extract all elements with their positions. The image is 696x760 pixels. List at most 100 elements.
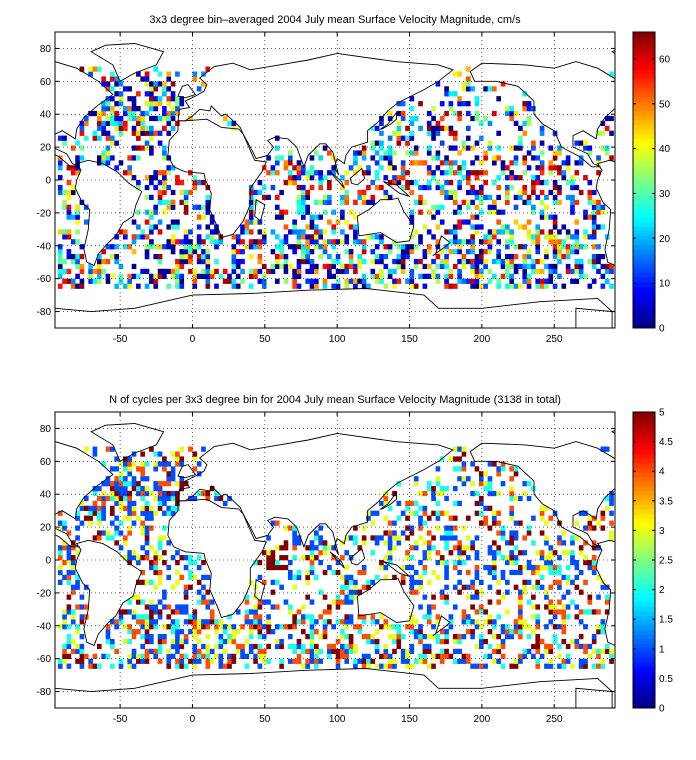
data-bin — [474, 550, 480, 556]
data-bin — [379, 145, 384, 151]
data-bin — [131, 249, 137, 255]
data-bin — [426, 634, 432, 640]
data-bin — [162, 510, 167, 516]
data-bin — [322, 145, 328, 151]
data-bin — [70, 648, 76, 655]
data-bin — [379, 254, 384, 260]
coastline — [356, 197, 415, 243]
data-bin — [505, 624, 510, 630]
data-bin — [492, 520, 497, 526]
data-bin — [492, 634, 497, 640]
data-bin — [253, 614, 258, 620]
data-bin — [144, 648, 150, 655]
data-bin — [170, 619, 176, 625]
data-bin — [257, 254, 263, 260]
data-bin — [227, 663, 232, 669]
data-bin — [327, 619, 332, 625]
data-bin — [183, 663, 189, 669]
data-bin — [140, 495, 146, 502]
data-bin — [409, 648, 415, 655]
data-bin — [409, 234, 415, 240]
colorbar-step — [633, 198, 655, 204]
data-bin — [136, 614, 141, 620]
data-bin — [374, 234, 380, 240]
data-bin — [465, 584, 471, 590]
data-bin — [405, 278, 410, 284]
data-bin — [574, 638, 580, 645]
data-bin — [461, 165, 467, 171]
data-bin — [513, 194, 519, 201]
data-bin — [531, 258, 536, 265]
data-bin — [292, 273, 297, 279]
data-bin — [574, 184, 580, 191]
coastline — [595, 159, 615, 266]
data-bin — [353, 214, 358, 220]
data-bin — [170, 81, 176, 87]
data-bin — [574, 160, 580, 166]
data-bin — [439, 510, 445, 516]
data-bin — [344, 653, 350, 659]
data-bin — [522, 648, 528, 655]
data-bin — [96, 515, 102, 521]
data-bin — [196, 648, 202, 655]
data-bin — [552, 614, 558, 620]
data-bin — [344, 219, 350, 225]
data-bin — [75, 204, 80, 210]
data-bin — [418, 199, 423, 205]
data-bin — [518, 520, 523, 526]
data-bin — [518, 224, 523, 230]
data-bin — [396, 624, 402, 630]
data-bin — [183, 584, 189, 590]
data-bin — [526, 219, 532, 225]
data-bin — [478, 589, 484, 595]
chart-title: N of cycles per 3x3 degree bin for 2004 … — [109, 394, 561, 406]
data-bin — [79, 604, 85, 610]
data-bin — [340, 229, 345, 235]
data-bin — [561, 254, 567, 260]
data-bin — [370, 268, 376, 275]
data-bin — [305, 239, 310, 245]
data-bin — [374, 254, 380, 260]
data-bin — [131, 175, 137, 181]
data-bin — [448, 515, 454, 521]
data-bin — [578, 643, 584, 650]
data-bin — [409, 619, 415, 625]
data-bin — [266, 155, 271, 161]
data-bin — [361, 540, 367, 546]
data-bin — [196, 86, 202, 92]
data-bin — [62, 525, 67, 531]
data-bin — [478, 609, 484, 615]
data-bin — [314, 545, 319, 551]
data-bin — [144, 555, 150, 561]
data-bin — [166, 244, 172, 250]
data-bin — [287, 658, 293, 664]
data-bin — [583, 658, 588, 664]
data-bin — [62, 268, 67, 275]
x-tick-label: 50 — [259, 714, 271, 725]
colorbar-tick-label: 4 — [659, 467, 665, 478]
data-bin — [400, 564, 406, 571]
data-bin — [201, 446, 206, 452]
data-bin — [400, 170, 406, 176]
data-bin — [522, 619, 528, 625]
data-bin — [231, 629, 237, 635]
data-bin — [127, 525, 132, 531]
data-bin — [296, 244, 302, 250]
data-bin — [144, 624, 150, 630]
data-bin — [465, 515, 471, 521]
data-bin — [478, 579, 484, 585]
data-bin — [322, 569, 328, 576]
data-bin — [66, 634, 72, 640]
data-bin — [353, 643, 358, 650]
data-bin — [513, 204, 519, 210]
data-bin — [79, 278, 85, 284]
data-bin — [296, 239, 302, 245]
data-bin — [435, 653, 441, 659]
data-bin — [270, 555, 276, 561]
data-bin — [591, 214, 597, 220]
data-bin — [539, 283, 545, 289]
data-bin — [114, 495, 119, 502]
data-bin — [214, 629, 219, 635]
data-bin — [422, 263, 428, 270]
data-bin — [175, 579, 180, 585]
